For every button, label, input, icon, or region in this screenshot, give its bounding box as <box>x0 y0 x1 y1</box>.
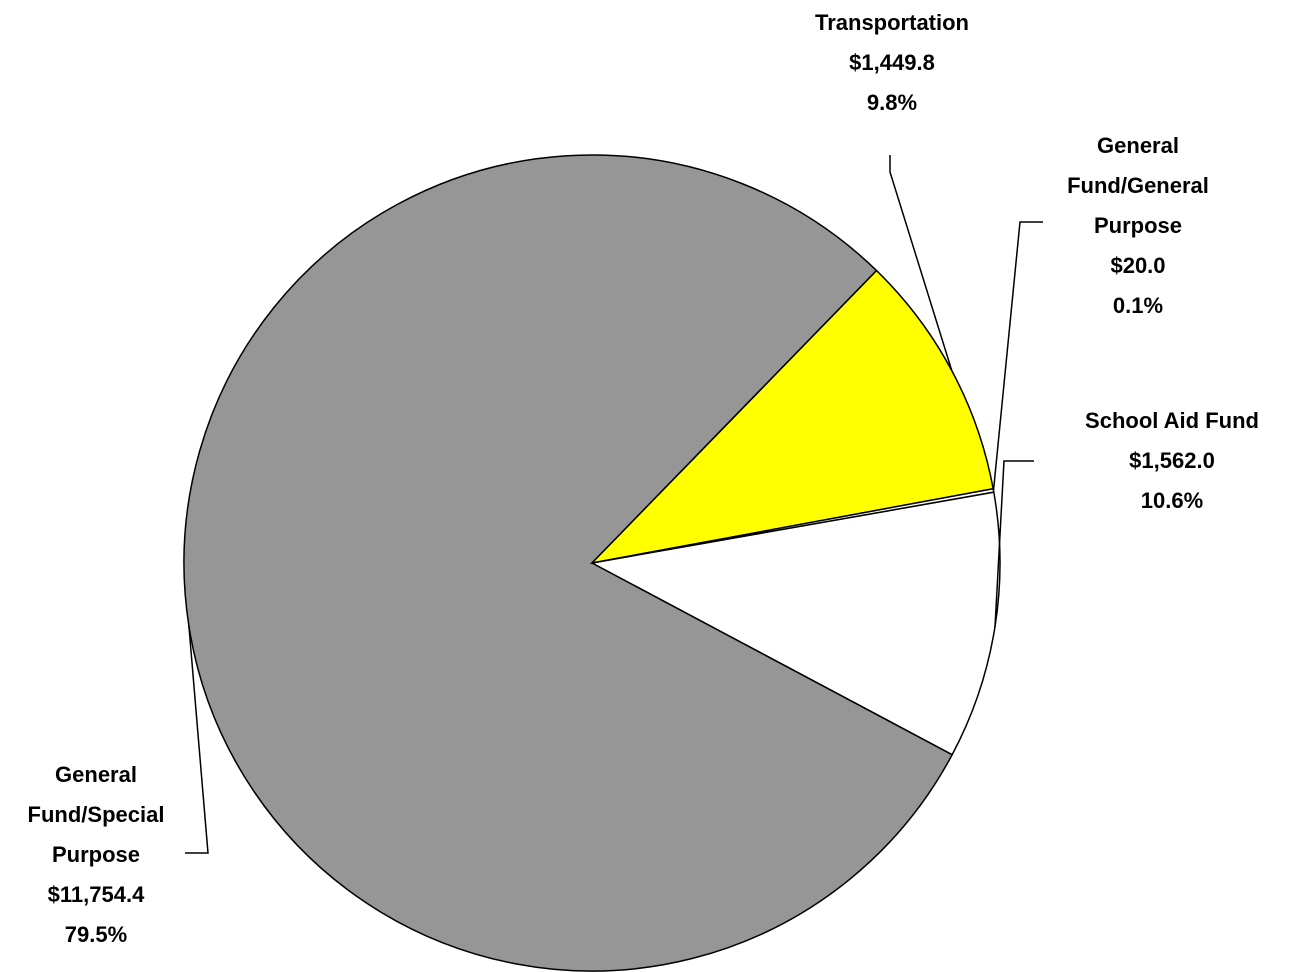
slice-label-value: $1,449.8 <box>849 50 935 75</box>
slice-label-name: Fund/General <box>1067 173 1209 198</box>
slice-label-name: Fund/Special <box>28 802 165 827</box>
slice-labels: School Aid Fund $1,562.0 10.6% General Fund/… <box>28 10 1259 947</box>
slice-label-name: General <box>55 762 137 787</box>
slice-label-name: Purpose <box>52 842 140 867</box>
leader-line-general-fund-special-purpose <box>185 625 209 854</box>
slice-label-school-aid-fund: School Aid Fund $1,562.0 10.6% <box>1085 408 1259 513</box>
leader-line-transportation <box>889 155 953 371</box>
slice-label-name: Transportation <box>815 10 969 35</box>
slice-label-percent: 0.1% <box>1113 293 1163 318</box>
slice-label-name: Purpose <box>1094 213 1182 238</box>
slice-label-percent: 79.5% <box>65 922 127 947</box>
slice-label-value: $20.0 <box>1110 253 1165 278</box>
leader-line-school-aid-fund <box>994 460 1034 627</box>
pie-slice-transportation <box>589 269 995 565</box>
pie-slice-school-aid-fund <box>589 491 1001 756</box>
slice-label-value: $1,562.0 <box>1129 448 1215 473</box>
slice-label-percent: 10.6% <box>1141 488 1203 513</box>
slice-label-transportation: Transportation $1,449.8 9.8% <box>815 10 969 115</box>
leader-line-general-fund-general-purpose <box>992 221 1043 491</box>
slice-label-general-fund-special-purpose: General Fund/Special Purpose $11,754.4 79.5% <box>28 762 165 947</box>
leader-lines <box>185 155 1043 854</box>
slice-label-general-fund-general-purpose: General Fund/General Purpose $20.0 0.1% <box>1067 133 1209 318</box>
slice-label-percent: 9.8% <box>867 90 917 115</box>
slice-label-name: School Aid Fund <box>1085 408 1259 433</box>
slice-label-name: General <box>1097 133 1179 158</box>
slice-label-value: $11,754.4 <box>48 882 145 907</box>
pie-slice-general-fund-special-purpose <box>183 154 954 972</box>
pie-slices <box>183 154 1001 972</box>
